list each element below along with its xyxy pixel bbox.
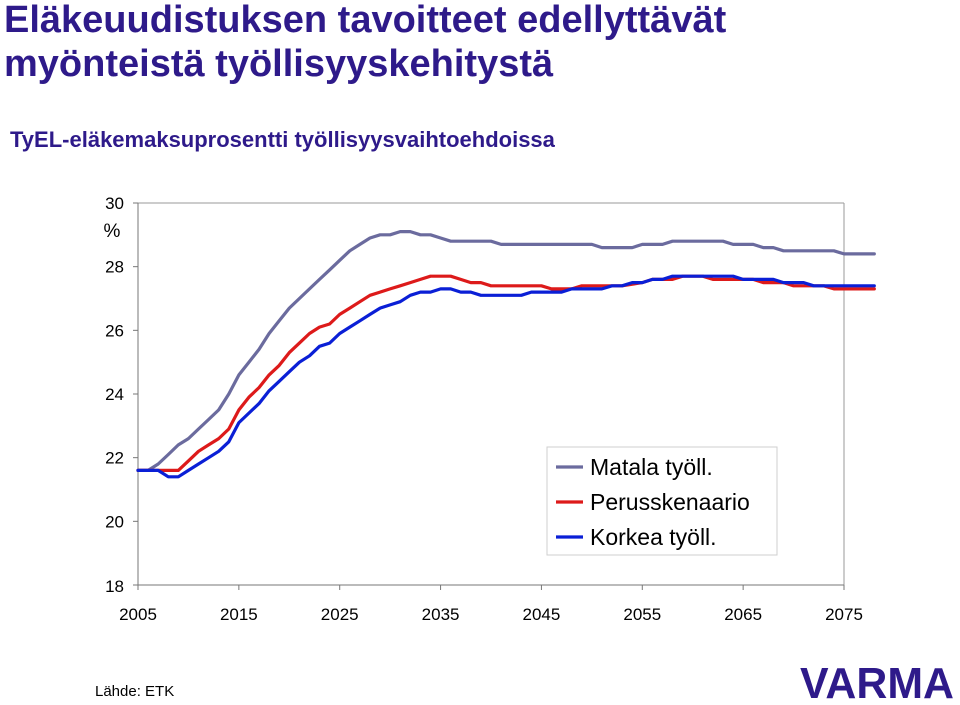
varma-logo: VARMA	[800, 660, 954, 702]
y-tick-label: 20	[105, 512, 124, 531]
x-tick-label: 2075	[825, 605, 863, 624]
series-line-2	[136, 274, 876, 472]
line-chart: 20 22 24 26 28 30 18% 2005 2015 2025 2035 2045 2055 2…	[104, 194, 876, 624]
source-note: Lähde: ETK	[95, 683, 175, 700]
chart-series	[136, 230, 876, 479]
chart-title: TyEL-eläkemaksuprosentti työllisyysvaiht…	[10, 127, 555, 152]
x-tick-label: 2035	[422, 605, 460, 624]
varma-logo-text: VARMA	[800, 660, 954, 702]
y-tick-label: 30	[105, 194, 124, 213]
y-tick-label-floor: 18	[105, 577, 124, 596]
title-line-1: Eläkeuudistuksen tavoitteet edellyttävät	[4, 0, 727, 41]
x-tick-label: 2065	[724, 605, 762, 624]
legend-label-1: Matala työll.	[590, 454, 713, 480]
series-line-3	[136, 274, 876, 479]
title-line-2: myönteistä työllisyyskehitystä	[4, 43, 554, 85]
chart-legend: Matala työll. Perusskenaario Korkea työll.	[546, 446, 778, 556]
x-tick-label: 2025	[321, 605, 359, 624]
chart-axes: 20 22 24 26 28 30 18% 2005 2015 2025 2035 2045 2055 2…	[104, 194, 863, 624]
series-line-1	[136, 230, 876, 472]
legend-box	[546, 446, 778, 556]
y-tick-label: 24	[105, 385, 124, 404]
legend-label-2: Perusskenaario	[590, 489, 750, 515]
legend-label-3: Korkea työll.	[590, 524, 717, 550]
y-axis-unit-label: %	[104, 221, 121, 242]
page-title: Eläkeuudistuksen tavoitteet edellyttävät…	[4, 0, 726, 86]
x-tick-label: 2055	[623, 605, 661, 624]
y-tick-label: 22	[105, 449, 124, 468]
x-tick-label: 2005	[119, 605, 157, 624]
y-tick-label: 26	[105, 321, 124, 340]
x-tick-label: 2045	[523, 605, 561, 624]
x-tick-label: 2015	[220, 605, 258, 624]
y-tick-label: 28	[105, 258, 124, 277]
